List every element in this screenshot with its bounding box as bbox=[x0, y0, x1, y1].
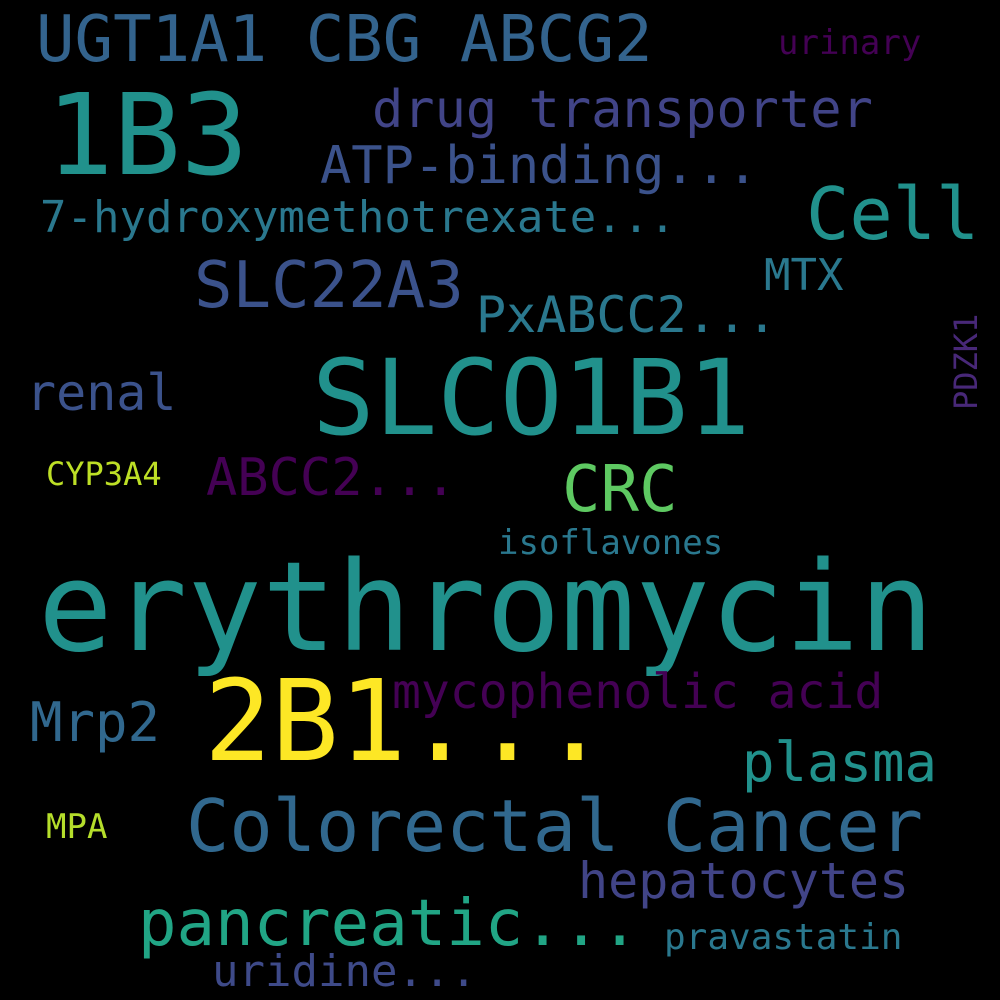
word-crc: CRC bbox=[562, 453, 678, 527]
word-isoflavones: isoflavones bbox=[498, 523, 724, 563]
word-cyp3a4: CYP3A4 bbox=[46, 455, 162, 493]
word-slc22a3: SLC22A3 bbox=[194, 249, 464, 323]
word-drug-transporter: drug transporter bbox=[372, 80, 873, 140]
word-mrp2: Mrp2 bbox=[30, 691, 161, 754]
word-abcc2: ABCC2... bbox=[206, 448, 457, 508]
word-slco1b1: SLCO1B1 bbox=[312, 337, 751, 459]
word-hydroxymethotrexate: 7-hydroxymethotrexate... bbox=[40, 192, 676, 243]
word-mtx: MTX bbox=[764, 250, 844, 301]
word-cell: Cell bbox=[806, 172, 980, 256]
word-atp-binding: ATP-binding... bbox=[320, 136, 759, 196]
word-hepatocytes: hepatocytes bbox=[578, 852, 910, 910]
word-1b3: 1B3 bbox=[46, 71, 249, 201]
word-renal: renal bbox=[26, 364, 177, 422]
word-mycophenolic-acid: mycophenolic acid bbox=[392, 664, 884, 720]
word-uridine: uridine... bbox=[212, 946, 477, 997]
word-pravastatin: pravastatin bbox=[664, 917, 903, 958]
word-2b1: 2B1... bbox=[204, 657, 609, 787]
word-urinary: urinary bbox=[778, 23, 922, 63]
word-erythromycin: erythromycin bbox=[38, 536, 934, 680]
word-colorectal-cancer: Colorectal Cancer bbox=[186, 784, 923, 868]
word-pxabcc2: PxABCC2... bbox=[476, 286, 778, 344]
word-mpa: MPA bbox=[46, 807, 108, 847]
word-pdzk1: PDZK1 bbox=[947, 313, 985, 410]
word-plasma: plasma bbox=[742, 731, 938, 794]
word-ugt1a1: UGT1A1 CBG ABCG2 bbox=[36, 3, 653, 77]
word-pancreatic: pancreatic... bbox=[138, 887, 639, 961]
